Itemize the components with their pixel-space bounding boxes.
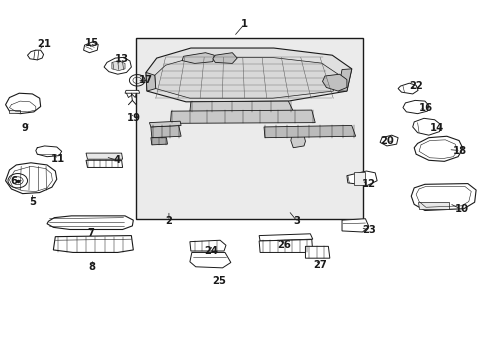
Polygon shape — [151, 126, 181, 138]
Polygon shape — [104, 57, 131, 74]
Text: 15: 15 — [85, 38, 99, 48]
Text: 10: 10 — [453, 204, 468, 215]
Polygon shape — [212, 53, 237, 63]
Polygon shape — [337, 69, 351, 91]
Text: 20: 20 — [379, 136, 393, 146]
Text: 24: 24 — [204, 246, 218, 256]
Polygon shape — [112, 61, 125, 71]
Text: 6: 6 — [11, 176, 18, 186]
Polygon shape — [259, 239, 312, 252]
Text: 2: 2 — [165, 216, 172, 226]
Text: 19: 19 — [126, 113, 140, 123]
Text: 16: 16 — [418, 103, 432, 113]
Text: 27: 27 — [313, 260, 326, 270]
Polygon shape — [189, 252, 230, 268]
Text: 23: 23 — [361, 225, 375, 235]
Text: 17: 17 — [139, 75, 153, 85]
Polygon shape — [322, 74, 346, 91]
Text: 13: 13 — [114, 54, 128, 64]
Text: 18: 18 — [452, 145, 466, 156]
Polygon shape — [189, 101, 293, 112]
Text: 4: 4 — [113, 155, 120, 165]
Polygon shape — [412, 118, 440, 135]
Polygon shape — [83, 42, 98, 53]
Polygon shape — [5, 163, 57, 194]
Circle shape — [12, 177, 23, 185]
Polygon shape — [9, 110, 20, 113]
Text: 9: 9 — [21, 123, 28, 133]
Polygon shape — [5, 93, 41, 114]
Polygon shape — [155, 57, 337, 98]
Polygon shape — [264, 126, 355, 138]
Text: 3: 3 — [293, 216, 300, 226]
Polygon shape — [417, 202, 448, 210]
Polygon shape — [413, 136, 462, 161]
Polygon shape — [410, 184, 475, 211]
Polygon shape — [379, 135, 397, 146]
Polygon shape — [146, 72, 156, 91]
Polygon shape — [353, 172, 365, 185]
Polygon shape — [86, 153, 122, 159]
Text: 1: 1 — [241, 19, 247, 29]
Polygon shape — [402, 100, 428, 114]
Polygon shape — [151, 138, 167, 145]
Polygon shape — [346, 171, 376, 185]
Polygon shape — [86, 160, 122, 167]
Text: 22: 22 — [408, 81, 422, 91]
Polygon shape — [53, 235, 133, 252]
Text: 14: 14 — [429, 123, 443, 133]
Polygon shape — [189, 240, 225, 251]
Text: 5: 5 — [29, 197, 36, 207]
Polygon shape — [182, 53, 214, 63]
Polygon shape — [305, 246, 329, 258]
Polygon shape — [170, 110, 315, 123]
Polygon shape — [47, 216, 133, 229]
Text: 12: 12 — [361, 179, 375, 189]
Polygon shape — [341, 219, 368, 232]
Polygon shape — [259, 234, 312, 241]
Polygon shape — [146, 48, 351, 102]
Text: 25: 25 — [212, 276, 225, 286]
Bar — [136, 39, 362, 220]
Text: 21: 21 — [38, 40, 51, 49]
Text: 7: 7 — [87, 228, 94, 238]
Text: 26: 26 — [277, 240, 291, 250]
Polygon shape — [290, 132, 305, 148]
Polygon shape — [125, 90, 140, 93]
Text: 8: 8 — [89, 262, 96, 272]
Text: 11: 11 — [51, 154, 65, 164]
Polygon shape — [149, 121, 181, 127]
Polygon shape — [397, 83, 417, 94]
Circle shape — [8, 174, 27, 188]
